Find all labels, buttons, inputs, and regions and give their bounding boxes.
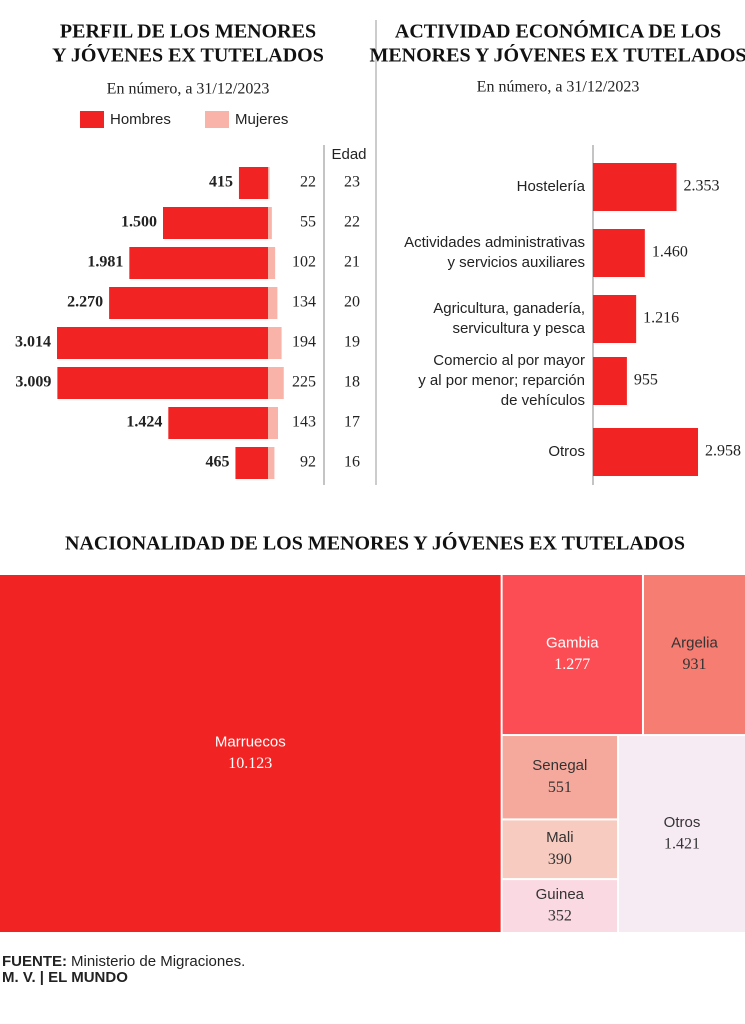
bar — [593, 428, 699, 476]
category-label: Otros — [548, 443, 585, 460]
tile-label: Mali — [546, 829, 574, 846]
value-label: 2.270 — [67, 294, 103, 311]
tile-value: 10.123 — [228, 755, 272, 772]
tile — [502, 575, 642, 735]
chart-title: ACTIVIDAD ECONÓMICA DE LOS — [395, 19, 721, 43]
value-label: 134 — [292, 294, 316, 311]
value-label: 1.216 — [643, 310, 679, 327]
bar — [593, 229, 645, 277]
tile — [502, 820, 618, 879]
category-label: Comercio al por mayor — [433, 352, 585, 369]
value-label: 1.500 — [121, 214, 157, 231]
bar-hombres — [129, 247, 268, 279]
value-label: 1.424 — [126, 414, 162, 431]
bar-hombres — [168, 407, 268, 439]
value-label: 955 — [634, 372, 658, 389]
tile-value: 352 — [548, 908, 572, 925]
category-label: 22 — [344, 214, 360, 231]
bar-mujeres — [268, 447, 275, 479]
category-label: servicultura y pesca — [452, 320, 585, 337]
value-label: 1.460 — [652, 244, 688, 261]
tile-label: Argelia — [671, 634, 718, 651]
legend-label: Hombres — [110, 111, 171, 128]
chart-title: NACIONALIDAD DE LOS MENORES Y JÓVENES EX… — [65, 531, 685, 555]
legend-label: Mujeres — [235, 111, 288, 128]
credit: M. V. | EL MUNDO — [2, 969, 128, 986]
value-label: 55 — [300, 214, 316, 231]
category-label: 21 — [344, 254, 360, 271]
bar-hombres — [109, 287, 268, 319]
value-label: 1.981 — [87, 254, 123, 271]
value-label: 415 — [209, 174, 233, 191]
chart-subtitle: En número, a 31/12/2023 — [107, 81, 270, 98]
tile — [0, 575, 501, 932]
category-label: 23 — [344, 174, 360, 191]
source-label: FUENTE: — [2, 953, 67, 970]
category-label: 19 — [344, 334, 360, 351]
category-label: 17 — [344, 414, 360, 431]
legend-swatch — [80, 111, 104, 128]
tile-value: 1.277 — [554, 656, 590, 673]
axis-label: Edad — [331, 146, 366, 163]
tile-value: 390 — [548, 851, 572, 868]
value-label: 92 — [300, 454, 316, 471]
value-label: 194 — [292, 334, 316, 351]
source: FUENTE: Ministerio de Migraciones. — [2, 953, 245, 970]
category-label: 20 — [344, 294, 360, 311]
category-label: de vehículos — [501, 392, 585, 409]
category-label: 18 — [344, 374, 360, 391]
category-label: y al por menor; reparción — [418, 372, 585, 389]
chart-subtitle: En número, a 31/12/2023 — [477, 79, 640, 96]
value-label: 22 — [300, 174, 316, 191]
value-label: 143 — [292, 414, 316, 431]
value-label: 225 — [292, 374, 316, 391]
tile — [643, 575, 745, 735]
bar-mujeres — [268, 367, 284, 399]
tile-label: Gambia — [546, 634, 599, 651]
tile-value: 931 — [682, 656, 706, 673]
tile-value: 1.421 — [664, 836, 700, 853]
bar-mujeres — [268, 407, 279, 439]
tile — [502, 880, 618, 932]
tile — [502, 736, 618, 819]
bar-hombres — [57, 327, 268, 359]
tile-label: Otros — [664, 814, 701, 831]
chart-title: Y JÓVENES EX TUTELADOS — [52, 43, 324, 67]
value-label: 2.353 — [684, 178, 720, 195]
bar-hombres — [163, 207, 268, 239]
value-label: 3.014 — [15, 334, 51, 351]
bar-mujeres — [268, 167, 270, 199]
bar — [593, 163, 677, 211]
tile-label: Marruecos — [215, 733, 286, 750]
value-label: 465 — [205, 454, 229, 471]
category-label: 16 — [344, 454, 360, 471]
bar — [593, 295, 637, 343]
bar-hombres — [57, 367, 269, 399]
bar-mujeres — [268, 327, 282, 359]
category-label: Hostelería — [517, 178, 586, 195]
value-label: 102 — [292, 254, 316, 271]
tile-value: 551 — [548, 779, 572, 796]
bar — [593, 357, 627, 405]
chart-title: PERFIL DE LOS MENORES — [60, 21, 316, 43]
tile — [619, 736, 745, 932]
category-label: y servicios auxiliares — [447, 254, 585, 271]
legend-swatch — [205, 111, 229, 128]
bar-mujeres — [268, 207, 272, 239]
tile-label: Senegal — [532, 757, 587, 774]
value-label: 2.958 — [705, 443, 741, 460]
bar-hombres — [238, 167, 268, 199]
bar-mujeres — [268, 287, 278, 319]
value-label: 3.009 — [15, 374, 51, 391]
chart-title: MENORES Y JÓVENES EX TUTELADOS — [369, 43, 745, 67]
bar-hombres — [235, 447, 268, 479]
bar-mujeres — [268, 247, 276, 279]
category-label: Agricultura, ganadería, — [433, 300, 585, 317]
tile-label: Guinea — [536, 886, 585, 903]
category-label: Actividades administrativas — [404, 234, 585, 251]
source-text: Ministerio de Migraciones. — [71, 953, 245, 970]
